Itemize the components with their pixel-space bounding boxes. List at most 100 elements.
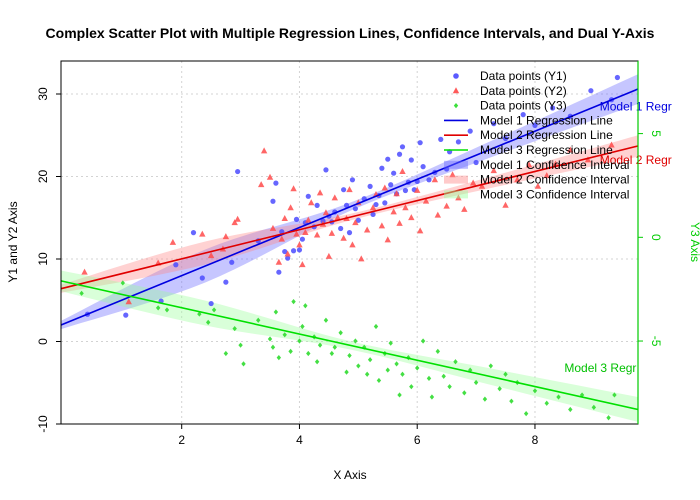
point-y2 bbox=[331, 194, 338, 201]
legend-marker-y1 bbox=[453, 73, 459, 79]
point-y3 bbox=[397, 392, 402, 398]
point-y3 bbox=[482, 396, 488, 402]
point-y2 bbox=[399, 167, 406, 174]
point-y3 bbox=[462, 390, 467, 396]
point-y3 bbox=[291, 299, 296, 305]
legend-label: Data points (Y1) bbox=[480, 69, 567, 83]
point-y2 bbox=[296, 241, 303, 248]
point-y3 bbox=[388, 340, 393, 346]
point-y2 bbox=[584, 156, 592, 163]
point-y2 bbox=[422, 197, 430, 204]
point-y2 bbox=[393, 190, 400, 197]
x-tick-label: 2 bbox=[178, 433, 185, 447]
x-axis: 2 4 6 8 bbox=[178, 424, 539, 447]
point-y1 bbox=[455, 139, 462, 145]
x-tick-label: 6 bbox=[414, 433, 421, 447]
point-y2 bbox=[358, 255, 365, 262]
point-y3 bbox=[509, 398, 514, 404]
point-y2 bbox=[455, 194, 462, 201]
point-y2 bbox=[414, 186, 421, 193]
point-y3 bbox=[270, 344, 276, 350]
point-y3 bbox=[364, 371, 370, 377]
point-y2 bbox=[346, 186, 353, 193]
point-y3 bbox=[568, 406, 573, 413]
point-y1 bbox=[367, 183, 373, 189]
point-y2 bbox=[313, 231, 321, 238]
point-y3 bbox=[273, 309, 279, 315]
point-y1 bbox=[520, 112, 526, 118]
point-y1 bbox=[532, 122, 538, 128]
point-y1 bbox=[550, 105, 556, 111]
point-y1 bbox=[391, 170, 397, 176]
point-y3 bbox=[306, 350, 311, 357]
point-y2 bbox=[443, 202, 450, 209]
y3-axis-label: Y3 Axis bbox=[688, 222, 700, 262]
point-y1 bbox=[235, 168, 241, 175]
legend-label: Model 1 Confidence Interval bbox=[480, 158, 629, 172]
y3-tick-label: 0 bbox=[649, 234, 663, 241]
point-y2 bbox=[222, 233, 230, 240]
point-y2 bbox=[543, 172, 550, 179]
regression-lines bbox=[60, 88, 639, 411]
point-y3 bbox=[79, 290, 84, 296]
point-y3 bbox=[544, 400, 549, 406]
point-y1 bbox=[314, 202, 320, 208]
y1-axis: -10 0 10 20 30 bbox=[36, 87, 61, 433]
point-y1 bbox=[352, 206, 358, 212]
legend-band-swatch bbox=[444, 175, 468, 184]
point-y3 bbox=[120, 280, 126, 286]
point-y1 bbox=[438, 136, 444, 142]
point-y3 bbox=[317, 342, 323, 348]
point-y2 bbox=[234, 215, 241, 222]
point-y3 bbox=[606, 415, 611, 421]
point-y1 bbox=[373, 201, 379, 208]
point-y1 bbox=[467, 128, 473, 134]
point-y3 bbox=[488, 363, 494, 369]
legend-label: Model 1 Regression Line bbox=[480, 113, 613, 127]
point-y2 bbox=[260, 147, 268, 154]
legend-label: Model 2 Confidence Interval bbox=[480, 173, 629, 187]
line-annotations: Model 1 Regr Model 2 Regr Model 3 Regr bbox=[564, 100, 671, 376]
point-y1 bbox=[420, 164, 426, 170]
point-y3 bbox=[453, 359, 458, 365]
point-y3 bbox=[267, 336, 273, 342]
point-y2 bbox=[502, 201, 509, 208]
point-y2 bbox=[269, 224, 277, 231]
annotation-2: Model 2 Regr bbox=[600, 153, 672, 167]
point-y1 bbox=[290, 248, 297, 254]
point-y2 bbox=[349, 241, 356, 248]
point-y2 bbox=[402, 204, 409, 211]
point-y1 bbox=[588, 88, 594, 94]
point-y1 bbox=[229, 259, 235, 265]
legend-label: Model 3 Confidence Interval bbox=[480, 187, 629, 201]
point-y3 bbox=[612, 392, 617, 398]
point-y1 bbox=[491, 121, 497, 127]
legend-band-swatch bbox=[444, 160, 468, 169]
point-y2 bbox=[169, 238, 177, 245]
point-y1 bbox=[417, 140, 423, 146]
point-y1 bbox=[282, 248, 288, 255]
point-y3 bbox=[332, 344, 337, 350]
legend-label: Data points (Y2) bbox=[480, 84, 567, 98]
point-y3 bbox=[473, 379, 479, 386]
point-y2 bbox=[302, 229, 309, 235]
point-y3 bbox=[497, 386, 502, 392]
point-y1 bbox=[502, 135, 509, 142]
point-y2 bbox=[257, 181, 265, 188]
point-y3 bbox=[155, 305, 161, 311]
point-y3 bbox=[223, 350, 229, 357]
point-y1 bbox=[408, 157, 414, 163]
point-y3 bbox=[441, 373, 446, 379]
point-y2 bbox=[449, 171, 456, 178]
point-y1 bbox=[379, 165, 385, 171]
point-y3 bbox=[276, 355, 282, 361]
point-y1 bbox=[270, 198, 276, 204]
point-y2 bbox=[490, 167, 497, 174]
point-y2 bbox=[534, 182, 542, 189]
point-y2 bbox=[199, 230, 206, 237]
y-tick-label: 10 bbox=[36, 252, 50, 266]
point-y1 bbox=[190, 230, 197, 236]
legend-band-swatch bbox=[444, 190, 468, 199]
point-y3 bbox=[232, 325, 237, 332]
